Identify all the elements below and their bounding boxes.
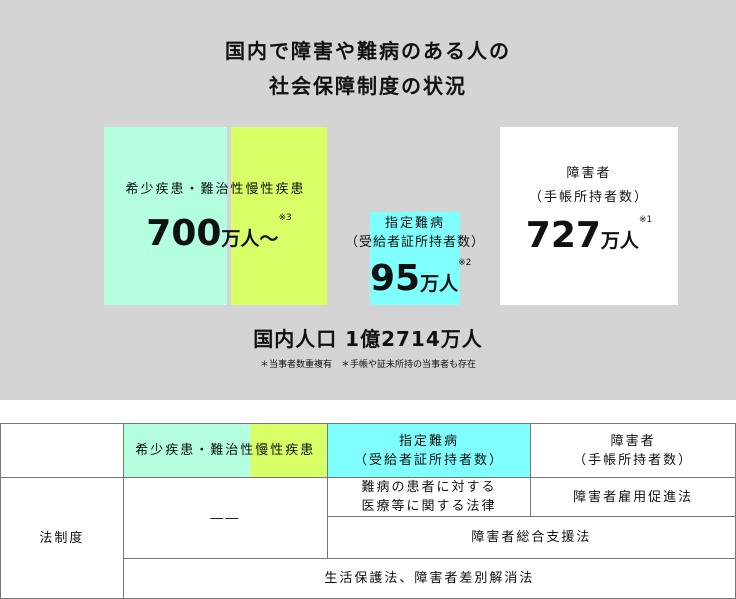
row-label-law: 法制度 (0, 477, 124, 599)
title-line-1: 国内で障害や難病のある人の (225, 39, 511, 63)
disabled-unit: 万人 (600, 230, 639, 252)
header-designated-2: （受給者証所持者数） (354, 452, 505, 468)
disabled-value-group: 727万人 ※1 (500, 216, 678, 256)
header-designated: 指定難病 （受給者証所持者数） (326, 423, 532, 478)
header-rare-b: 慢性疾患 (255, 443, 316, 458)
rare-disease-box (104, 127, 227, 305)
legal-system-table: 希少疾患・難治性慢性疾患 指定難病 （受給者証所持者数） 障害者 （手帳所持者数） … (0, 423, 736, 599)
designated-value-group: 95万人 ※2 (370, 258, 471, 299)
header-empty-cell (0, 423, 124, 478)
header-designated-1: 指定難病 (399, 433, 460, 449)
designated-value: 95 (370, 258, 421, 299)
designated-law-cell: 難病の患者に対する 医療等に関する法律 (326, 477, 532, 517)
all-law-cell: 生活保護法、障害者差別解消法 (122, 558, 736, 599)
designated-note: ※2 (458, 258, 472, 268)
disabled-box (500, 127, 678, 305)
chronic-disease-box (231, 127, 327, 305)
disabled-value: 727 (525, 215, 601, 256)
designated-law-1: 難病の患者に対する (361, 480, 497, 495)
table-row: 法制度 ―― 難病の患者に対する 医療等に関する法律 障害者雇用促進法 (0, 477, 736, 599)
designated-disease-box (370, 212, 460, 305)
designated-unit: 万人 (420, 273, 459, 295)
disabled-law-cell: 障害者雇用促進法 (530, 477, 736, 517)
rare-law-cell: ―― (122, 477, 328, 559)
table-row: 障害者総合支援法 (1, 516, 736, 559)
footnote: ＊当事者数重複有 ＊手帳や証未所持の当事者も存在 (259, 360, 476, 370)
rare-note: ※3 (278, 213, 292, 223)
shared-law-cell: 障害者総合支援法 (326, 516, 736, 559)
rare-label: 希少疾患・難治性慢性疾患 (125, 182, 306, 197)
header-rare-a: 希少疾患・難治性 (135, 443, 256, 458)
header-disabled-2: （手帳所持者数） (573, 452, 694, 468)
designated-law-2: 医療等に関する法律 (361, 499, 497, 514)
rare-unit: 万人～ (221, 228, 279, 250)
header-disabled: 障害者 （手帳所持者数） (530, 423, 736, 478)
title-line-2: 社会保障制度の状況 (269, 74, 467, 98)
rare-value: 700 (146, 213, 222, 254)
designated-label-1: 指定難病 (384, 216, 445, 231)
table-header-row: 希少疾患・難治性慢性疾患 指定難病 （受給者証所持者数） 障害者 （手帳所持者数） (0, 423, 736, 478)
disabled-label-2: （手帳所持者数） (528, 190, 649, 205)
disabled-note: ※1 (638, 215, 653, 225)
designated-label-2: （受給者証所持者数） (344, 235, 485, 250)
header-rare-disease: 希少疾患・難治性慢性疾患 (122, 423, 328, 478)
disabled-label-1: 障害者 (566, 166, 612, 181)
header-disabled-1: 障害者 (610, 433, 656, 449)
population-total: 国内人口 1億2714万人 (253, 327, 483, 351)
rare-value-group: 700万人～ ※3 (104, 214, 334, 254)
